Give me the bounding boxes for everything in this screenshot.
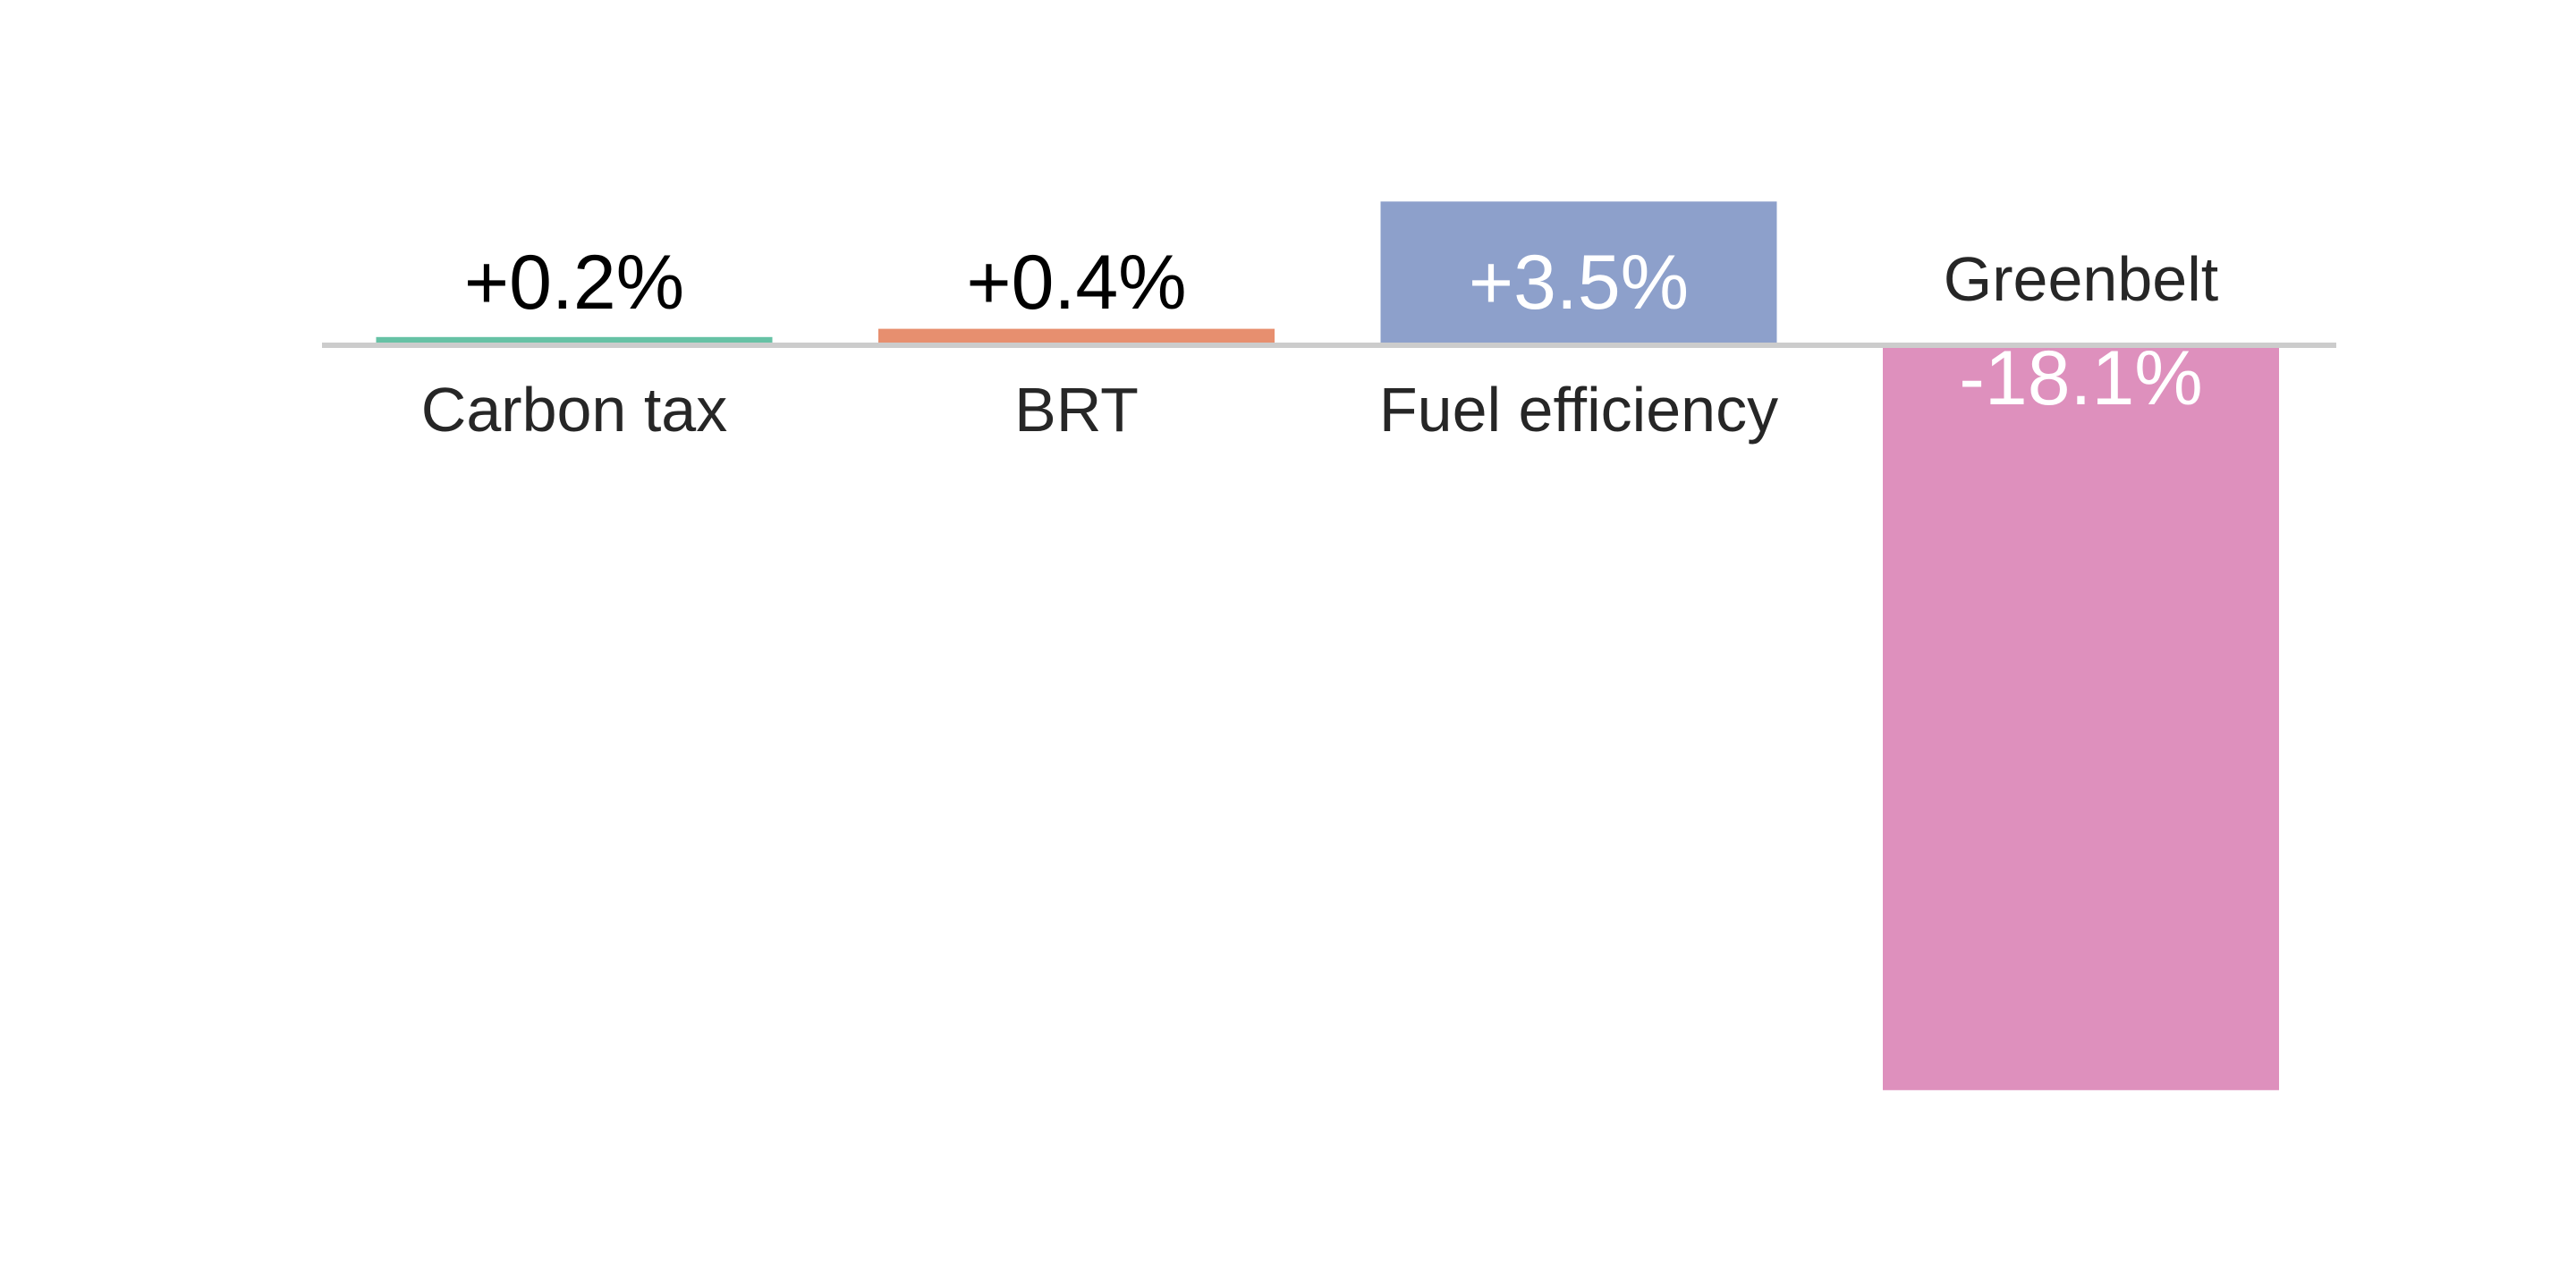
category-label-fuel-efficiency: Fuel efficiency xyxy=(1379,375,1778,445)
labels-group: Carbon tax +0.2% BRT +0.4% Fuel efficiency +3… xyxy=(421,240,2218,445)
bar-brt xyxy=(878,328,1275,345)
value-label-fuel-efficiency: +3.5% xyxy=(1469,240,1689,326)
bar-fuel-efficiency xyxy=(1380,201,1777,345)
bar-greenbelt xyxy=(1883,347,2279,1090)
category-label-brt: BRT xyxy=(1014,375,1139,445)
value-label-brt: +0.4% xyxy=(966,240,1186,326)
category-label-greenbelt: Greenbelt xyxy=(1944,244,2218,314)
value-label-greenbelt: -18.1% xyxy=(1959,335,2203,421)
value-label-carbon-tax: +0.2% xyxy=(464,240,684,326)
bar-carbon-tax xyxy=(376,336,773,345)
bars-group xyxy=(376,201,2279,1090)
category-label-carbon-tax: Carbon tax xyxy=(421,375,727,445)
